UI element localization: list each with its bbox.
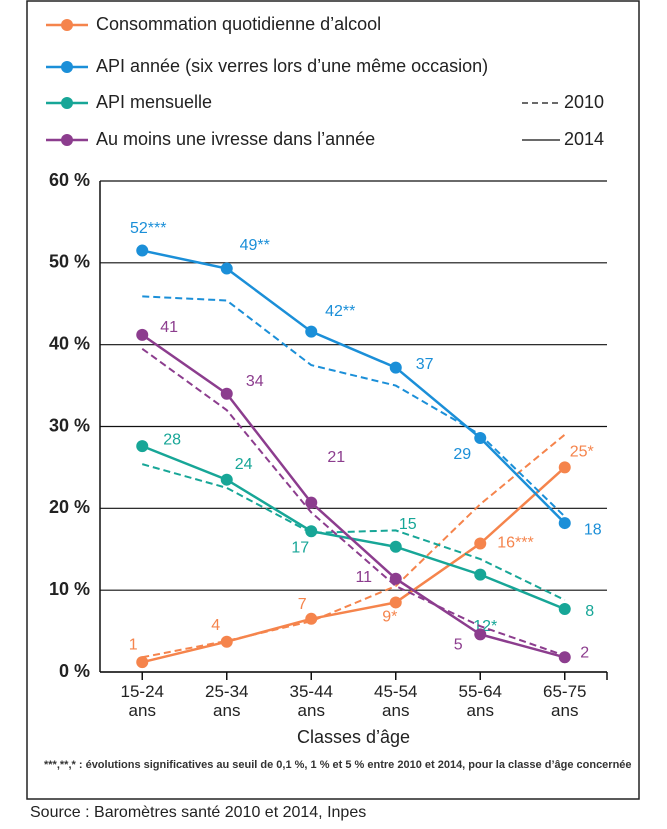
data-label: 52*** xyxy=(130,220,166,237)
legend-label: API année (six verres lors d’une même oc… xyxy=(96,56,488,76)
y-tick-label: 10 % xyxy=(49,579,90,599)
point xyxy=(474,568,487,581)
point xyxy=(136,656,149,669)
data-label: 21 xyxy=(327,449,345,466)
line-2010 xyxy=(142,295,566,518)
point xyxy=(389,540,402,553)
x-tick-label: 65-75 ans xyxy=(543,682,587,720)
line-2014 xyxy=(141,444,566,611)
point xyxy=(305,496,318,509)
legend-marker xyxy=(61,134,73,146)
point xyxy=(474,628,487,641)
point xyxy=(220,387,233,400)
point xyxy=(220,473,233,486)
legend-label: API mensuelle xyxy=(96,92,212,112)
legend-style-label: 2014 xyxy=(564,129,604,149)
data-label: 4 xyxy=(211,617,220,634)
data-label: 41 xyxy=(160,319,178,336)
point xyxy=(558,651,571,664)
data-label: 16*** xyxy=(497,535,533,552)
data-label: 24 xyxy=(235,456,253,473)
data-label: 37 xyxy=(416,356,434,373)
y-tick-label: 30 % xyxy=(49,415,90,435)
legend-label: Au moins une ivresse dans l’année xyxy=(96,129,375,149)
data-label: 2 xyxy=(580,644,589,661)
legend-marker xyxy=(61,61,73,73)
y-tick-label: 50 % xyxy=(49,252,90,272)
point xyxy=(389,596,402,609)
footnote: ***,**,* : évolutions significatives au … xyxy=(44,759,632,771)
x-tick-label: 25-34 ans xyxy=(205,682,249,720)
data-label: 42** xyxy=(325,303,355,320)
line-2014 xyxy=(141,333,566,659)
line-2010 xyxy=(142,433,566,659)
data-label: 8 xyxy=(585,603,594,620)
x-tick-label: 55-64 ans xyxy=(458,682,502,720)
frame xyxy=(26,0,640,800)
data-label: 34 xyxy=(246,373,264,390)
point xyxy=(474,431,487,444)
x-tick-label: 15-24 ans xyxy=(120,682,164,720)
point xyxy=(136,244,149,257)
legend-marker xyxy=(61,97,73,109)
legend-marker xyxy=(61,19,73,31)
line-2014 xyxy=(141,466,566,664)
data-label: 11 xyxy=(355,569,372,586)
y-tick-label: 40 % xyxy=(49,333,90,353)
line-2010 xyxy=(141,347,566,657)
data-label: 15 xyxy=(399,516,417,533)
point xyxy=(305,612,318,625)
y-tick-label: 60 % xyxy=(49,170,90,190)
line-2014 xyxy=(141,249,566,524)
point xyxy=(136,328,149,341)
data-label: 28 xyxy=(163,431,181,448)
data-label: 25* xyxy=(570,444,594,461)
data-label: 17 xyxy=(291,539,309,556)
point xyxy=(305,325,318,338)
x-tick-label: 35-44 ans xyxy=(289,682,333,720)
point xyxy=(220,262,233,275)
data-label: 18 xyxy=(584,521,602,538)
source: Source : Baromètres santé 2010 et 2014, … xyxy=(30,804,367,821)
point xyxy=(305,525,318,538)
legend-label: Consommation quotidienne d’alcool xyxy=(96,14,381,34)
point xyxy=(558,517,571,530)
point xyxy=(389,361,402,374)
y-tick-label: 20 % xyxy=(49,497,90,517)
point xyxy=(558,602,571,615)
point xyxy=(136,440,149,453)
point xyxy=(474,537,487,550)
data-label: 5 xyxy=(454,637,463,654)
point xyxy=(558,461,571,474)
data-label: 7 xyxy=(298,596,307,613)
point xyxy=(220,635,233,648)
legend-style-label: 2010 xyxy=(564,92,604,112)
data-label: 29 xyxy=(453,446,471,463)
point xyxy=(389,572,402,585)
x-axis-title: Classes d’âge xyxy=(296,727,411,747)
x-tick-label: 45-54 ans xyxy=(374,682,418,720)
line-2010 xyxy=(141,463,566,601)
data-label: 1 xyxy=(129,636,138,653)
data-label: 49** xyxy=(240,237,270,254)
y-tick-label: 0 % xyxy=(59,661,90,681)
data-label: 9* xyxy=(382,609,397,626)
